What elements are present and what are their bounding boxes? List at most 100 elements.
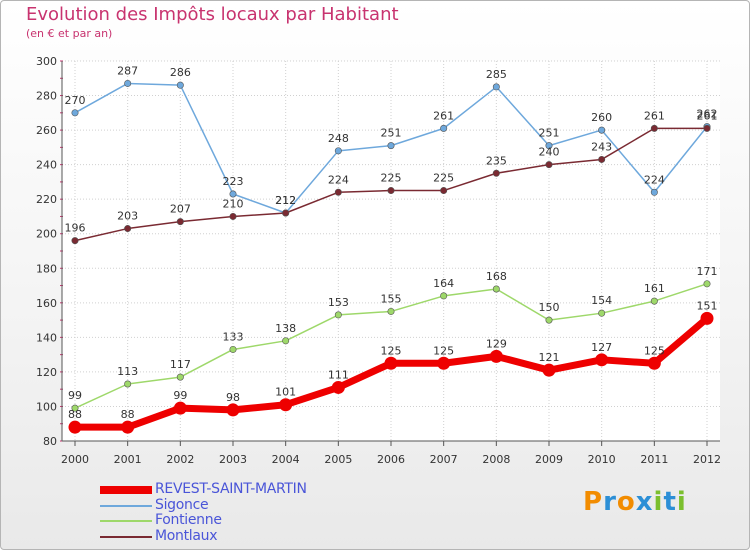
chart-title: Evolution des Impôts locaux par Habitant: [26, 4, 399, 25]
data-label: 121: [539, 351, 560, 364]
data-point: [176, 81, 184, 89]
y-tick-label: 180: [36, 262, 57, 275]
data-label: 260: [591, 111, 612, 124]
data-point: [700, 311, 714, 325]
data-point: [492, 285, 500, 293]
data-label: 99: [68, 389, 82, 402]
x-tick-label: 2004: [272, 453, 300, 466]
data-point: [229, 212, 237, 220]
legend-label: Fontienne: [155, 512, 222, 528]
data-label: 240: [539, 146, 560, 159]
y-tick-label: 220: [36, 193, 57, 206]
y-tick-label: 280: [36, 90, 57, 103]
data-point: [545, 316, 553, 324]
x-tick-label: 2009: [535, 453, 563, 466]
data-label: 225: [381, 172, 402, 185]
data-point: [124, 79, 132, 87]
data-label: 161: [644, 282, 665, 295]
x-tick-label: 2006: [377, 453, 405, 466]
data-label: 125: [381, 344, 402, 357]
x-tick-label: 2011: [640, 453, 668, 466]
data-point: [545, 161, 553, 169]
y-tick-label: 260: [36, 124, 57, 137]
data-point: [492, 169, 500, 177]
data-label: 251: [539, 127, 560, 140]
x-tick-label: 2001: [114, 453, 142, 466]
x-tick-label: 2000: [61, 453, 89, 466]
data-point: [703, 124, 711, 132]
data-label: 101: [275, 386, 296, 399]
x-tick-label: 2012: [693, 453, 721, 466]
data-point: [598, 309, 606, 317]
data-point: [334, 147, 342, 155]
data-label: 113: [117, 365, 138, 378]
data-point: [650, 297, 658, 305]
data-point: [440, 124, 448, 132]
y-tick-label: 300: [36, 55, 57, 68]
data-point: [650, 124, 658, 132]
logo-letter: i: [653, 487, 664, 517]
data-point: [647, 356, 661, 370]
data-label: 224: [328, 173, 349, 186]
data-point: [595, 353, 609, 367]
data-label: 261: [433, 109, 454, 122]
data-label: 129: [486, 337, 507, 350]
data-point: [440, 292, 448, 300]
x-tick-label: 2002: [166, 453, 194, 466]
x-tick-label: 2008: [482, 453, 510, 466]
data-label: 125: [433, 344, 454, 357]
data-point: [542, 363, 556, 377]
data-label: 88: [68, 408, 82, 421]
x-tick-label: 2005: [324, 453, 352, 466]
data-label: 210: [223, 197, 244, 210]
data-label: 212: [275, 194, 296, 207]
x-tick-label: 2007: [430, 453, 458, 466]
proxiti-logo: Proxiti: [583, 487, 687, 517]
data-point: [176, 218, 184, 226]
data-label: 138: [275, 322, 296, 335]
data-label: 133: [223, 330, 244, 343]
data-point: [650, 188, 658, 196]
data-point: [124, 380, 132, 388]
data-point: [173, 401, 187, 415]
data-label: 88: [121, 408, 135, 421]
y-tick-label: 160: [36, 297, 57, 310]
data-point: [598, 155, 606, 163]
data-label: 223: [223, 175, 244, 188]
data-point: [492, 83, 500, 91]
legend-label: REVEST-SAINT-MARTIN: [155, 481, 307, 497]
data-point: [282, 209, 290, 217]
logo-letter: r: [603, 487, 617, 517]
data-label: 270: [65, 94, 86, 107]
data-point: [387, 187, 395, 195]
data-point: [334, 188, 342, 196]
data-label: 248: [328, 132, 349, 145]
data-point: [229, 190, 237, 198]
data-point: [71, 237, 79, 245]
y-tick-label: 140: [36, 331, 57, 344]
logo-letter: P: [583, 487, 604, 517]
data-label: 150: [539, 301, 560, 314]
data-label: 99: [173, 389, 187, 402]
data-label: 262: [697, 108, 718, 121]
data-label: 151: [697, 299, 718, 312]
data-point: [226, 403, 240, 417]
legend-label: Sigonce: [155, 497, 209, 513]
data-point: [545, 142, 553, 150]
legend-label: Montlaux: [155, 528, 218, 544]
y-tick-label: 200: [36, 228, 57, 241]
legend-swatch: [100, 505, 152, 507]
legend-swatch: [100, 520, 152, 522]
data-label: 196: [65, 222, 86, 235]
data-label: 243: [591, 140, 612, 153]
data-label: 261: [644, 109, 665, 122]
data-point: [121, 420, 135, 434]
x-tick-label: 2003: [219, 453, 247, 466]
legend-swatch: [100, 486, 152, 494]
data-label: 155: [381, 292, 402, 305]
data-point: [489, 349, 503, 363]
data-point: [437, 356, 451, 370]
data-point: [387, 307, 395, 315]
data-point: [71, 109, 79, 117]
data-label: 168: [486, 270, 507, 283]
